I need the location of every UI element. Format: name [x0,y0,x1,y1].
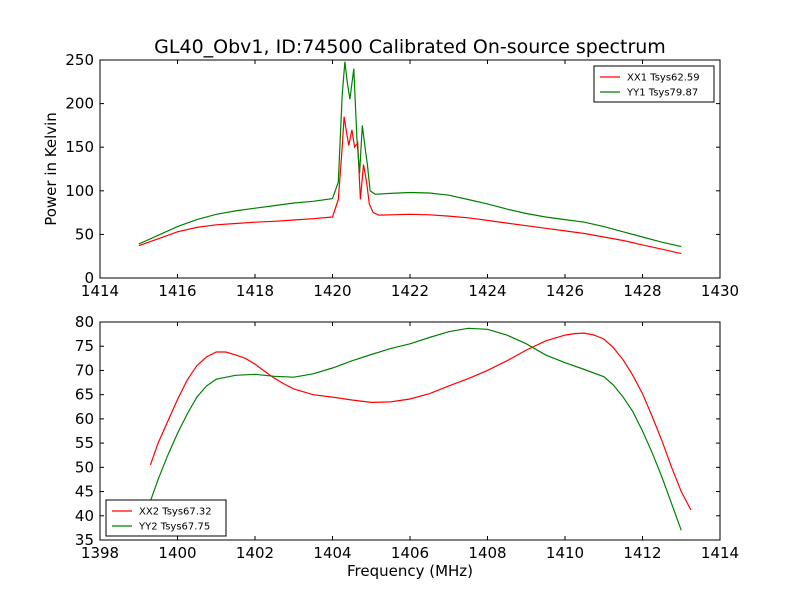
bottom-y-tick-label: 55 [75,434,94,452]
top-y-tick-label: 0 [84,269,94,287]
top-x-tick-label: 1422 [391,282,429,300]
top-panel: Power in Kelvin 1414 1416 1418 1420 1422 1424… [42,51,739,300]
bottom-y-tick-label: 35 [75,531,94,549]
top-y-axis-label: Power in Kelvin [42,112,60,226]
bottom-legend-label: YY2 Tsys67.75 [138,522,210,533]
bottom-x-tick-label: 1414 [701,544,739,562]
bottom-panel: Frequency (MHz) 1398 1400 1402 1404 1406 1408… [75,313,739,580]
top-y-tick-label: 200 [65,95,94,113]
top-series-line-1 [138,116,682,255]
top-x-tick-label: 1430 [701,282,739,300]
top-y-tick-label: 50 [75,225,94,243]
bottom-x-tick-label: 1402 [236,544,274,562]
bottom-y-tick-label: 65 [75,386,94,404]
x-axis-label: Frequency (MHz) [347,562,473,580]
bottom-x-tick-label: 1400 [158,544,196,562]
top-legend-label: XX1 Tsys62.59 [627,73,700,84]
top-x-tick-label: 1414 [81,282,119,300]
bottom-y-tick-label: 50 [75,458,94,476]
top-legend: XX1 Tsys62.59 YY1 Tsys79.87 [593,65,715,103]
top-x-tick-label: 1416 [158,282,196,300]
bottom-y-tick-label: 45 [75,483,94,501]
top-y-tick-label: 150 [65,138,94,156]
top-legend-label: YY1 Tsys79.87 [626,88,698,99]
bottom-y-tick-label: 60 [75,410,94,428]
bottom-series-line-1 [149,332,692,511]
top-x-tick-label: 1420 [313,282,351,300]
top-y-tick-label: 250 [65,51,94,69]
bottom-series-line-2 [149,327,682,531]
top-y-tick-label: 100 [65,182,94,200]
bottom-y-tick-label: 40 [75,507,94,525]
bottom-legend-label: XX2 Tsys67.32 [139,507,212,518]
top-x-tick-label: 1418 [236,282,274,300]
top-series-line-2 [138,61,682,248]
bottom-y-tick-label: 80 [75,313,94,331]
bottom-legend: XX2 Tsys67.32 YY2 Tsys67.75 [105,499,227,537]
top-x-tick-label: 1428 [623,282,661,300]
bottom-x-tick-label: 1406 [391,544,429,562]
bottom-x-tick-label: 1412 [623,544,661,562]
bottom-x-tick-label: 1410 [546,544,584,562]
chart-title: GL40_Obv1, ID:74500 Calibrated On-source… [154,36,666,58]
top-x-tick-label: 1426 [546,282,584,300]
bottom-y-tick-label: 75 [75,337,94,355]
bottom-x-tick-label: 1408 [468,544,506,562]
bottom-x-tick-label: 1404 [313,544,351,562]
bottom-y-tick-label: 70 [75,361,94,379]
bottom-legend-box [105,499,227,537]
bottom-x-tick-label: 1398 [81,544,119,562]
top-legend-box [593,65,715,103]
top-x-tick-label: 1424 [468,282,506,300]
